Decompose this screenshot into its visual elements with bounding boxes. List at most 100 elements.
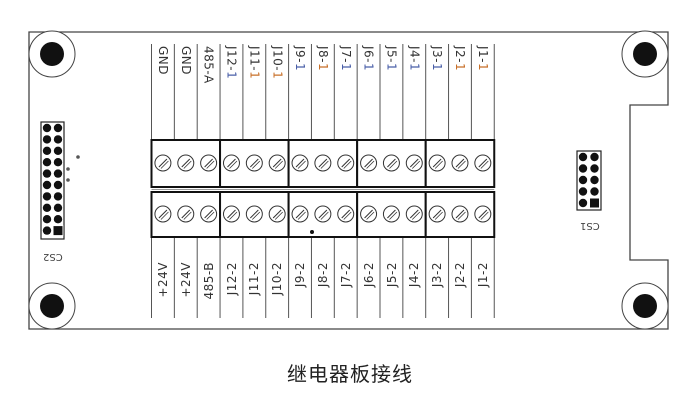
terminal-label-bottom: J1-2 [475,262,490,288]
screw-slot [204,158,213,168]
screw-slot [252,160,261,169]
connector-pin [590,152,599,162]
label-text: J8- [315,46,330,64]
label-text: J2- [453,46,468,64]
terminal-label-bottom: 485-B [201,262,216,300]
screw-slot [480,211,489,220]
screw-slot [160,160,169,169]
screw-slot [411,160,421,169]
terminal-label-bottom: J12-2 [224,262,239,296]
screw-slot [318,158,328,168]
connector-pin [53,123,63,133]
screw-slot [206,211,215,220]
connector-pin [590,187,599,196]
screw-slot [387,209,396,219]
connector-pin [53,215,63,224]
screw-slot [389,160,398,169]
screw-slot [434,211,443,220]
label-text: J7- [338,46,353,64]
screw-slot [411,211,421,220]
screw-slot [227,158,236,168]
via-dot [66,178,70,182]
label-suffix: 1 [384,63,399,72]
terminal-label-top: J12-1 [222,46,242,79]
screw-slot [274,211,283,220]
screw-slot [249,158,259,168]
screw-slot [455,209,465,219]
screw-slot [457,211,466,220]
connector-pin [42,158,52,167]
screw-slot [181,158,191,168]
screw-slot [229,160,238,169]
label-text: J4- [407,46,422,64]
screw-slot [206,160,215,169]
terminal-label-top: J5-1 [382,46,402,71]
junction-dot [310,230,314,234]
screw-slot [364,158,373,168]
connector-pin [578,164,588,173]
terminal-label-bottom: J9-2 [293,262,308,288]
screw-slot [343,211,352,220]
connector-pin [53,146,63,155]
terminal-label-bottom: J8-2 [315,262,330,288]
screw-slot [434,160,443,169]
label-suffix: 1 [293,63,308,72]
connector-pin [42,146,52,155]
screw-slot [295,209,305,219]
connector-pin [42,192,52,201]
terminal-label-bottom: J4-2 [407,262,422,288]
connector-pin [42,203,52,212]
label-text: J5- [384,46,399,64]
screw-slot [249,209,259,219]
terminal-label-top: 485-A [199,46,219,84]
terminal-label-top: J8-1 [313,46,333,71]
label-suffix: 1 [453,63,468,72]
connector-pin-1 [589,197,600,209]
screw-slot [389,211,398,220]
label-suffix: 1 [224,71,239,80]
label-text: J12- [224,46,239,72]
screw-slot [341,158,351,168]
label-suffix: 1 [315,63,330,72]
label-text: J1- [475,46,490,64]
screw-slot [364,209,373,219]
terminal-label-bottom: J6-2 [361,262,376,288]
screw-slot [183,160,192,169]
terminal-label-bottom: +24V [156,262,170,298]
screw-slot [272,209,282,219]
screw-slot [229,211,238,220]
screw-slot [318,209,328,219]
connector-pin [42,226,52,235]
connector-pin [578,187,588,196]
screw-slot [432,158,442,168]
screw-slot [478,158,488,168]
terminal-label-top: J10-1 [267,46,287,79]
screw-slot [158,158,168,168]
terminal-label-bottom: J3-2 [430,262,445,288]
connector-pin [42,135,52,144]
terminal-label-bottom: J11-2 [247,262,262,296]
connector-pin [42,215,52,224]
terminal-label-top: J1-1 [473,46,493,71]
screw-slot [409,209,419,219]
label-suffix: 1 [475,63,490,72]
screw-slot [478,209,488,219]
connector-pin [578,175,588,185]
terminal-label-top: J7-1 [336,46,356,71]
connector-pin [53,180,63,190]
screw-slot [204,209,213,219]
mounting-hole [633,294,657,318]
terminal-label-top: J3-1 [427,46,447,71]
terminal-label-bottom: J2-2 [453,262,468,288]
screw-slot [480,160,489,169]
connector-pin [53,158,63,167]
connector-pin [42,169,52,178]
screw-slot [274,160,283,169]
screw-slot [432,209,442,219]
terminal-label-bottom: J7-2 [338,262,353,288]
screw-slot [295,158,305,168]
screw-slot [320,160,329,169]
terminal-label-top: J2-1 [450,46,470,71]
via-dot [76,155,80,159]
